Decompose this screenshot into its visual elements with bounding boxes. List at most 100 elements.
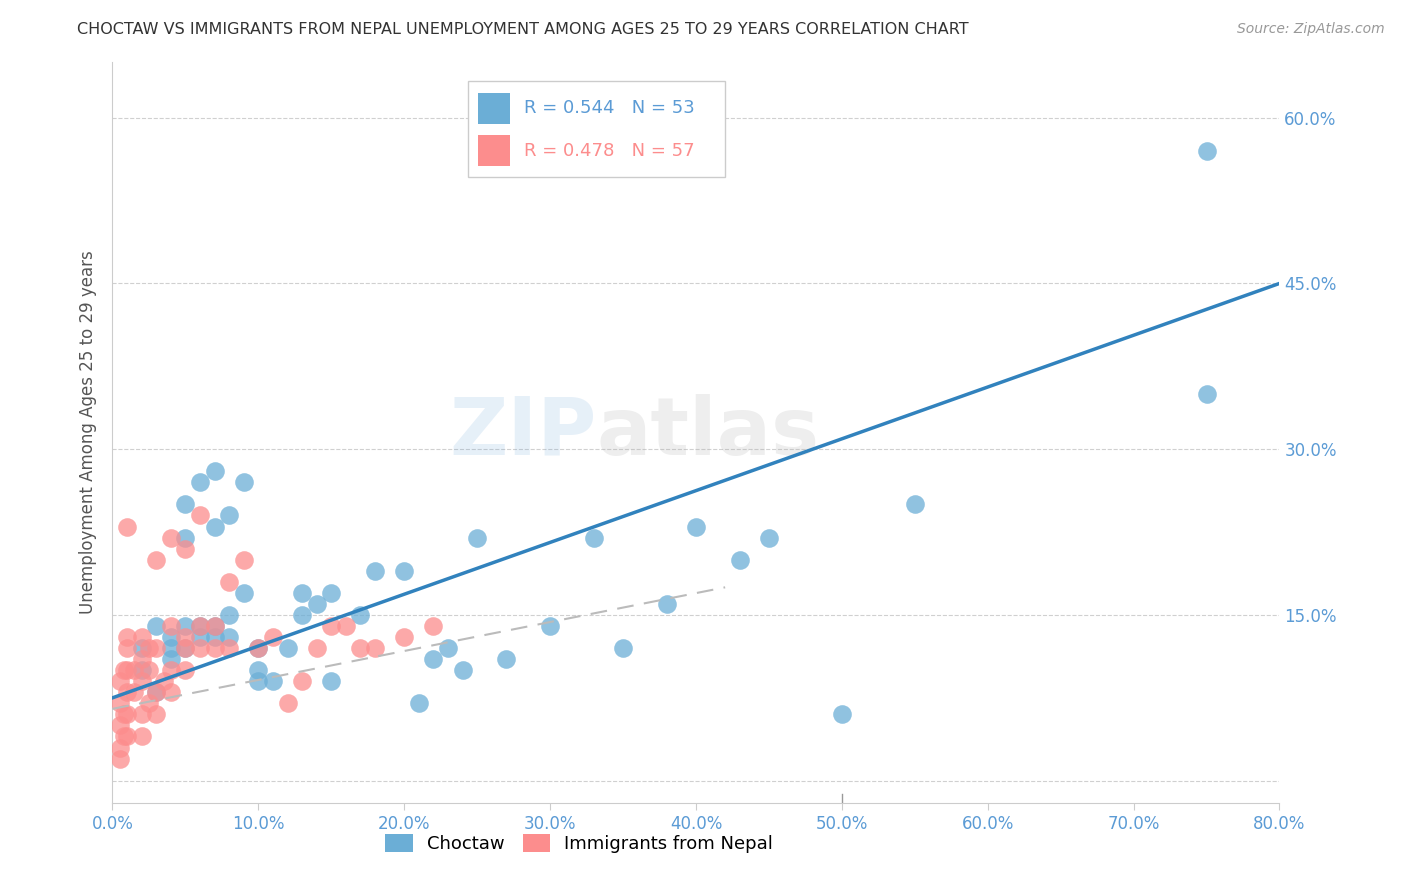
FancyBboxPatch shape bbox=[478, 93, 510, 124]
Point bbox=[538, 619, 561, 633]
Point bbox=[465, 531, 488, 545]
Point bbox=[160, 531, 183, 545]
Point bbox=[394, 564, 416, 578]
Point bbox=[108, 697, 131, 711]
Text: Source: ZipAtlas.com: Source: ZipAtlas.com bbox=[1237, 22, 1385, 37]
Point bbox=[115, 707, 138, 722]
Point bbox=[131, 641, 153, 656]
Point bbox=[174, 498, 197, 512]
Point bbox=[115, 663, 138, 677]
Legend: Choctaw, Immigrants from Nepal: Choctaw, Immigrants from Nepal bbox=[378, 827, 780, 861]
Point bbox=[204, 519, 226, 533]
Point bbox=[131, 674, 153, 689]
Point bbox=[218, 574, 240, 589]
Point bbox=[204, 464, 226, 478]
Point bbox=[188, 619, 211, 633]
Point bbox=[174, 619, 197, 633]
Point bbox=[349, 607, 371, 622]
Point bbox=[145, 685, 167, 699]
Point bbox=[218, 508, 240, 523]
Point bbox=[115, 685, 138, 699]
Point bbox=[160, 630, 183, 644]
Y-axis label: Unemployment Among Ages 25 to 29 years: Unemployment Among Ages 25 to 29 years bbox=[79, 251, 97, 615]
Point bbox=[145, 685, 167, 699]
Point bbox=[160, 641, 183, 656]
Point bbox=[160, 663, 183, 677]
Point bbox=[291, 586, 314, 600]
Point bbox=[422, 619, 444, 633]
Point bbox=[188, 641, 211, 656]
Text: R = 0.478   N = 57: R = 0.478 N = 57 bbox=[524, 142, 695, 160]
Point bbox=[364, 641, 387, 656]
Point bbox=[904, 498, 927, 512]
Point bbox=[321, 586, 343, 600]
Point bbox=[247, 641, 270, 656]
Point bbox=[247, 663, 270, 677]
Point bbox=[305, 641, 328, 656]
Point bbox=[247, 641, 270, 656]
Point bbox=[174, 531, 197, 545]
Point bbox=[495, 652, 517, 666]
Point bbox=[152, 674, 174, 689]
Point bbox=[174, 663, 197, 677]
Point bbox=[115, 630, 138, 644]
Point bbox=[145, 619, 167, 633]
Point bbox=[188, 475, 211, 490]
Point bbox=[218, 641, 240, 656]
Point bbox=[276, 697, 298, 711]
Point bbox=[145, 641, 167, 656]
Point bbox=[422, 652, 444, 666]
Point bbox=[131, 663, 153, 677]
Point bbox=[174, 630, 197, 644]
Point bbox=[108, 751, 131, 765]
Point bbox=[131, 630, 153, 644]
Point bbox=[218, 630, 240, 644]
Point bbox=[138, 641, 160, 656]
Point bbox=[408, 697, 430, 711]
Point bbox=[262, 630, 284, 644]
Point bbox=[321, 674, 343, 689]
Point bbox=[204, 641, 226, 656]
Point bbox=[451, 663, 474, 677]
Point bbox=[145, 552, 167, 566]
Point bbox=[1195, 144, 1218, 158]
Text: atlas: atlas bbox=[596, 393, 820, 472]
Point bbox=[831, 707, 853, 722]
Point bbox=[349, 641, 371, 656]
Point bbox=[232, 586, 254, 600]
FancyBboxPatch shape bbox=[468, 81, 725, 178]
Point bbox=[291, 674, 314, 689]
Point bbox=[145, 707, 167, 722]
Point bbox=[232, 475, 254, 490]
Point bbox=[305, 597, 328, 611]
Point bbox=[394, 630, 416, 644]
Point bbox=[124, 685, 146, 699]
Point bbox=[188, 630, 211, 644]
Point bbox=[276, 641, 298, 656]
Point bbox=[174, 541, 197, 556]
Point bbox=[115, 641, 138, 656]
Point bbox=[108, 740, 131, 755]
Point bbox=[131, 652, 153, 666]
Point bbox=[115, 730, 138, 744]
Point bbox=[204, 619, 226, 633]
Point bbox=[160, 652, 183, 666]
Point bbox=[655, 597, 678, 611]
Point bbox=[131, 707, 153, 722]
Point bbox=[321, 619, 343, 633]
Point bbox=[437, 641, 460, 656]
Point bbox=[291, 607, 314, 622]
Point bbox=[612, 641, 634, 656]
Point bbox=[232, 552, 254, 566]
Text: CHOCTAW VS IMMIGRANTS FROM NEPAL UNEMPLOYMENT AMONG AGES 25 TO 29 YEARS CORRELAT: CHOCTAW VS IMMIGRANTS FROM NEPAL UNEMPLO… bbox=[77, 22, 969, 37]
Point bbox=[188, 619, 211, 633]
Point bbox=[204, 619, 226, 633]
Point bbox=[131, 730, 153, 744]
Point bbox=[1195, 387, 1218, 401]
Point bbox=[115, 519, 138, 533]
Point bbox=[335, 619, 357, 633]
Text: ZIP: ZIP bbox=[450, 393, 596, 472]
Point bbox=[582, 531, 605, 545]
Point bbox=[204, 630, 226, 644]
Point bbox=[188, 508, 211, 523]
